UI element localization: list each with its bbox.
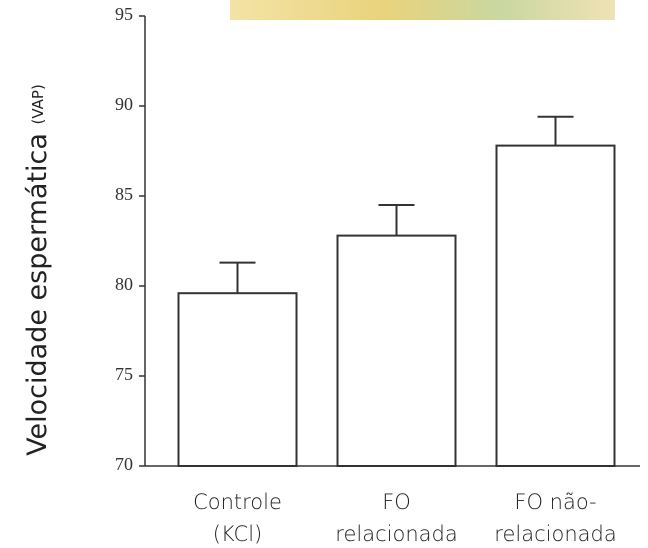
y-label-text: Velocidade espermática bbox=[22, 133, 53, 456]
x-tick-label: FO bbox=[382, 490, 411, 514]
decorative-image bbox=[230, 0, 615, 20]
y-tick-label: 90 bbox=[115, 94, 133, 114]
x-tick-label: (KCl) bbox=[213, 522, 263, 546]
y-axis-label: Velocidade espermática (VAP) bbox=[22, 84, 53, 456]
y-tick-label: 85 bbox=[115, 184, 133, 204]
y-tick-label: 70 bbox=[115, 454, 133, 474]
x-tick-label: relacionada bbox=[494, 522, 616, 546]
y-tick-label: 80 bbox=[115, 274, 133, 294]
bar bbox=[495, 144, 616, 467]
x-tick-label: relacionada bbox=[335, 522, 457, 546]
bar bbox=[336, 234, 457, 467]
x-tick-label: Controle bbox=[193, 490, 282, 514]
y-tick-label: 75 bbox=[115, 364, 133, 384]
x-tick-label: FO não- bbox=[514, 490, 596, 514]
bar bbox=[177, 292, 298, 468]
y-label-unit: (VAP) bbox=[29, 84, 47, 124]
y-tick-label: 95 bbox=[115, 4, 133, 24]
